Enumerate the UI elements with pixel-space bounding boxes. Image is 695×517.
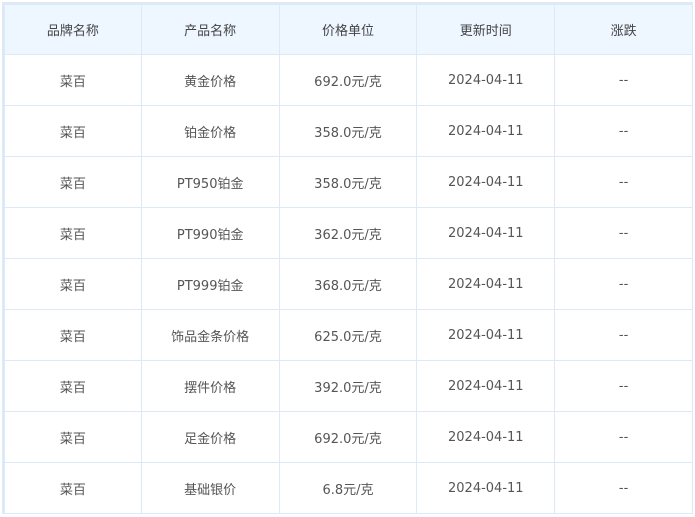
cell-product: 足金价格 [140, 411, 280, 463]
column-header-updated: 更新时间 [416, 3, 556, 55]
cell-brand: 菜百 [3, 411, 142, 463]
cell-updated: 2024-04-11 [416, 258, 556, 310]
cell-price: 692.0元/克 [278, 54, 418, 106]
cell-change: -- [554, 309, 693, 361]
cell-product: 基础银价 [140, 462, 280, 514]
column-header-brand: 品牌名称 [3, 3, 142, 55]
cell-product: 铂金价格 [140, 105, 280, 157]
cell-updated: 2024-04-11 [416, 54, 556, 106]
table-row: 菜百 摆件价格 392.0元/克 2024-04-11 -- [3, 360, 693, 412]
cell-price: 362.0元/克 [278, 207, 418, 259]
cell-price: 6.8元/克 [278, 462, 418, 514]
cell-change: -- [554, 462, 693, 514]
column-header-product: 产品名称 [140, 3, 280, 55]
cell-brand: 菜百 [3, 462, 142, 514]
cell-price: 625.0元/克 [278, 309, 418, 361]
cell-price: 368.0元/克 [278, 258, 418, 310]
cell-product: 饰品金条价格 [140, 309, 280, 361]
cell-updated: 2024-04-11 [416, 156, 556, 208]
cell-updated: 2024-04-11 [416, 105, 556, 157]
cell-price: 692.0元/克 [278, 411, 418, 463]
header-row: 品牌名称 产品名称 价格单位 更新时间 涨跌 [3, 3, 693, 55]
cell-product: PT990铂金 [140, 207, 280, 259]
cell-change: -- [554, 105, 693, 157]
cell-updated: 2024-04-11 [416, 411, 556, 463]
cell-brand: 菜百 [3, 309, 142, 361]
cell-product: PT999铂金 [140, 258, 280, 310]
cell-product: 黄金价格 [140, 54, 280, 106]
cell-brand: 菜百 [3, 54, 142, 106]
table-row: 菜百 基础银价 6.8元/克 2024-04-11 -- [3, 462, 693, 514]
cell-updated: 2024-04-11 [416, 462, 556, 514]
table-row: 菜百 铂金价格 358.0元/克 2024-04-11 -- [3, 105, 693, 157]
cell-change: -- [554, 258, 693, 310]
table-row: 菜百 PT990铂金 362.0元/克 2024-04-11 -- [3, 207, 693, 259]
cell-price: 358.0元/克 [278, 105, 418, 157]
cell-brand: 菜百 [3, 258, 142, 310]
cell-product: 摆件价格 [140, 360, 280, 412]
cell-price: 358.0元/克 [278, 156, 418, 208]
cell-change: -- [554, 156, 693, 208]
table-row: 菜百 黄金价格 692.0元/克 2024-04-11 -- [3, 54, 693, 106]
cell-brand: 菜百 [3, 156, 142, 208]
table-row: 菜百 PT999铂金 368.0元/克 2024-04-11 -- [3, 258, 693, 310]
table-row: 菜百 足金价格 692.0元/克 2024-04-11 -- [3, 411, 693, 463]
cell-updated: 2024-04-11 [416, 309, 556, 361]
cell-change: -- [554, 207, 693, 259]
column-header-change: 涨跌 [554, 3, 693, 55]
cell-change: -- [554, 54, 693, 106]
cell-brand: 菜百 [3, 207, 142, 259]
table-row: 菜百 饰品金条价格 625.0元/克 2024-04-11 -- [3, 309, 693, 361]
cell-brand: 菜百 [3, 360, 142, 412]
table-row: 菜百 PT950铂金 358.0元/克 2024-04-11 -- [3, 156, 693, 208]
cell-change: -- [554, 360, 693, 412]
cell-updated: 2024-04-11 [416, 207, 556, 259]
column-header-price: 价格单位 [278, 3, 418, 55]
cell-brand: 菜百 [3, 105, 142, 157]
cell-price: 392.0元/克 [278, 360, 418, 412]
cell-updated: 2024-04-11 [416, 360, 556, 412]
cell-change: -- [554, 411, 693, 463]
cell-product: PT950铂金 [140, 156, 280, 208]
